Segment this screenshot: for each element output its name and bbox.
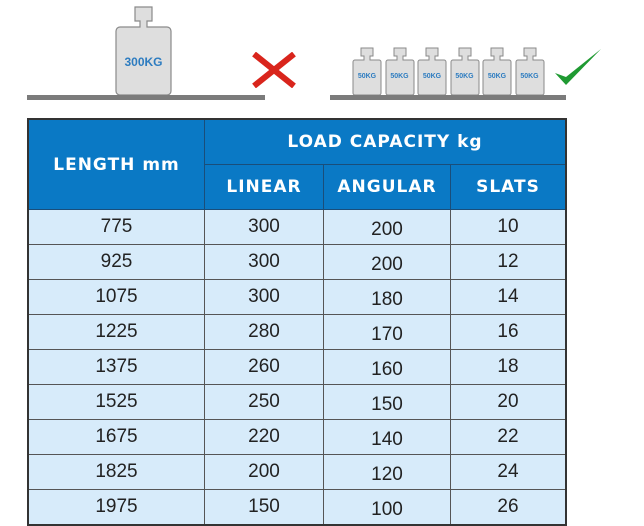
slats-header: SLATS [450,164,567,210]
length-cell: 1075 [27,279,205,315]
slats-cell: 18 [450,349,567,385]
floor-left [27,95,265,100]
small-weight-icon: 50KG [515,47,545,95]
small-weight-label: 50KG [455,73,474,80]
table-row: 1375 260 160 18 [27,349,567,385]
big-weight-label: 300KG [124,55,163,69]
linear-cell: 250 [204,384,324,420]
length-cell: 1825 [27,454,205,490]
linear-cell: 280 [204,314,324,350]
big-weight-icon: 300KG [115,6,172,95]
length-header: LENGTH mm [27,118,205,210]
table-row: 925 300 200 12 [27,244,567,280]
linear-cell: 300 [204,279,324,315]
slats-cell: 26 [450,489,567,526]
slats-cell: 14 [450,279,567,315]
angular-cell: 180 [323,279,451,315]
small-weight-icon: 50KG [417,47,447,95]
length-cell: 1975 [27,489,205,526]
table-row: 775 300 200 10 [27,209,567,245]
table-row: 1525 250 150 20 [27,384,567,420]
small-weight-label: 50KG [520,73,539,80]
floor-right [330,95,566,100]
angular-cell: 140 [323,419,451,455]
table-row: 1225 280 170 16 [27,314,567,350]
angular-cell: 150 [323,384,451,420]
length-cell: 1375 [27,349,205,385]
small-weight-label: 50KG [357,73,377,80]
linear-cell: 150 [204,489,324,526]
angular-header: ANGULAR [323,164,451,210]
small-weight-label: 50KG [390,73,409,80]
length-cell: 1525 [27,384,205,420]
load-capacity-table: LENGTH mm LOAD CAPACITY kg LINEAR ANGULA… [27,118,567,526]
length-cell: 775 [27,209,205,245]
angular-cell: 100 [323,489,451,526]
angular-cell: 200 [323,209,451,245]
angular-cell: 200 [323,244,451,280]
cross-icon [252,52,296,88]
slats-cell: 22 [450,419,567,455]
linear-cell: 260 [204,349,324,385]
angular-cell: 160 [323,349,451,385]
length-cell: 1675 [27,419,205,455]
check-icon [555,49,601,85]
small-weight-label: 50KG [422,73,442,80]
linear-header: LINEAR [204,164,324,210]
small-weight-icon: 50KG [385,47,415,95]
length-cell: 1225 [27,314,205,350]
table-row: 1975 150 100 26 [27,489,567,526]
linear-cell: 220 [204,419,324,455]
table-row: 1075 300 180 14 [27,279,567,315]
linear-cell: 200 [204,454,324,490]
angular-cell: 120 [323,454,451,490]
slats-cell: 16 [450,314,567,350]
angular-cell: 170 [323,314,451,350]
table-row: 1825 200 120 24 [27,454,567,490]
slats-cell: 10 [450,209,567,245]
slats-cell: 24 [450,454,567,490]
linear-cell: 300 [204,209,324,245]
small-weight-icon: 50KG [450,47,480,95]
slats-cell: 12 [450,244,567,280]
small-weight-label: 50KG [487,73,507,80]
small-weight-icon: 50KG [352,47,382,95]
small-weight-icon: 50KG [482,47,512,95]
slats-cell: 20 [450,384,567,420]
table-row: 1675 220 140 22 [27,419,567,455]
linear-cell: 300 [204,244,324,280]
length-cell: 925 [27,244,205,280]
capacity-header: LOAD CAPACITY kg [204,118,567,165]
